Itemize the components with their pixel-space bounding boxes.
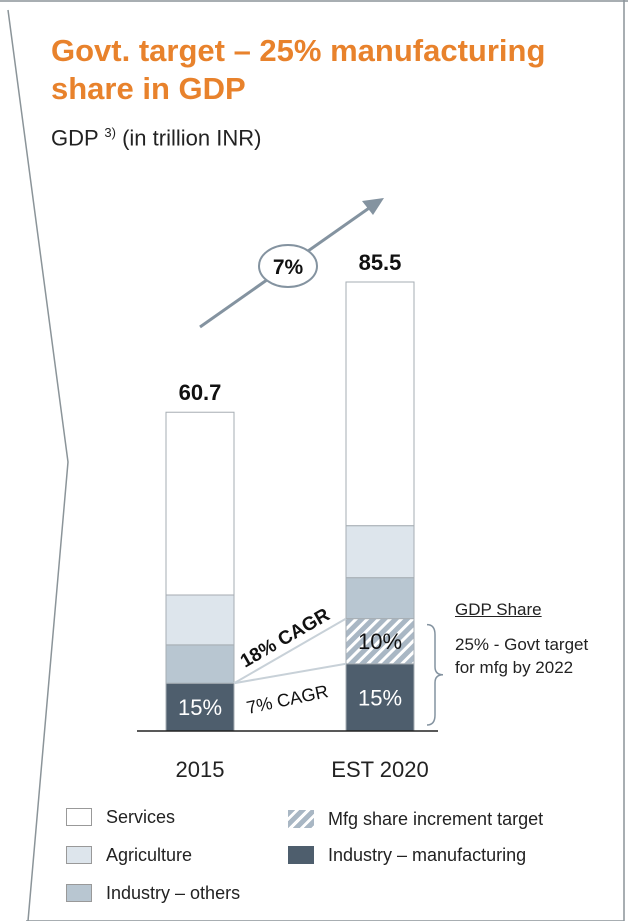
gdp-share-title: GDP Share: [455, 600, 542, 619]
subtitle-gdp: GDP: [51, 125, 99, 151]
total-label-2015: 60.7: [179, 380, 222, 405]
legend-swatch-mfg-increment: [288, 810, 314, 828]
cagr-line-18: [233, 617, 347, 685]
legend-swatch-agriculture: [66, 846, 92, 864]
chart-title: Govt. target – 25% manufacturing share i…: [51, 33, 546, 106]
total-label-est-2020: 85.5: [359, 250, 402, 275]
subtitle-unit: (in trillion INR): [122, 125, 262, 151]
segment-label-2: 10%: [358, 629, 402, 654]
annotation-cagr-7: 7% CAGR: [245, 681, 330, 718]
legend-label-mfg-increment: Mfg share increment target: [328, 809, 544, 829]
x-tick-label-est-2020: EST 2020: [331, 757, 428, 782]
bar-segment-2015-0: [165, 682, 235, 732]
growth-arrow-head: [362, 198, 384, 215]
annotation-cagr-18: 18% CAGR: [237, 604, 334, 672]
cagr-line-7: [233, 662, 347, 685]
legend-label-industry-manufacturing: Industry – manufacturing: [328, 845, 527, 865]
bar-segment-est-2020-1: [345, 618, 415, 665]
legend-swatch-industry-others: [66, 884, 92, 902]
legend-swatch-services: [66, 808, 92, 826]
bar-segment-2015-4: [165, 411, 235, 596]
legend-swatch-industry-manufacturing: [288, 846, 314, 864]
bar-segment-2015-2: [165, 644, 235, 684]
chart-subtitle: GDP 3) (in trillion INR): [51, 125, 261, 151]
bar-segment-est-2020-4: [345, 281, 415, 527]
segment-label-1: 15%: [358, 685, 402, 710]
growth-rate-bubble: [258, 244, 318, 288]
legend-label-industry-others: Industry – others: [106, 883, 241, 903]
bar-segment-est-2020-3: [345, 525, 415, 579]
growth-rate-label: 7%: [273, 256, 304, 279]
legend-label-agriculture: Agriculture: [106, 845, 193, 865]
gdp-share-brace: [426, 623, 444, 726]
bar-segment-est-2020-0: [345, 663, 415, 732]
bar-segment-2015-3: [165, 594, 235, 646]
bar-segment-est-2020-2: [345, 577, 415, 620]
gdp-share-note: 25% - Govt target for mfg by 2022: [455, 635, 589, 677]
x-tick-label-2015: 2015: [176, 757, 225, 782]
subtitle-footnote: 3): [104, 125, 116, 140]
segment-label-0: 15%: [178, 695, 222, 720]
legend-label-services: Services: [106, 807, 176, 827]
